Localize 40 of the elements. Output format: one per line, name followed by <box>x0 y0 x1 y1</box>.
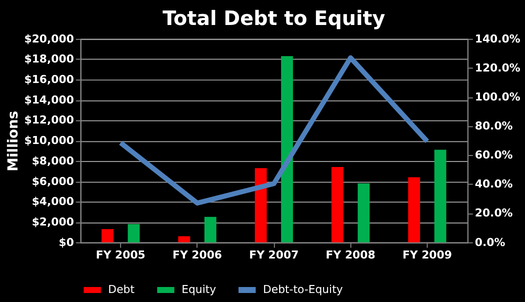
x-tick-label: FY 2006 <box>172 248 222 262</box>
y-tick-label: $10,000 <box>24 134 74 148</box>
bar <box>408 177 420 242</box>
line-series <box>118 55 430 206</box>
y-tick-label: $0 <box>58 236 74 249</box>
y2-tick-label: 120.0% <box>474 61 520 74</box>
y-tick-label: $4,000 <box>32 195 74 208</box>
y-tick-label: $2,000 <box>32 215 74 228</box>
bar <box>204 216 216 242</box>
y-tick-label: $8,000 <box>32 154 74 168</box>
chart-title: Total Debt to Equity <box>162 6 386 30</box>
y-tick-label: $12,000 <box>24 114 74 127</box>
y2-tick-label: 0.0% <box>474 236 506 249</box>
y-tick-label: $14,000 <box>24 93 74 106</box>
y2-tick-label: 60.0% <box>474 148 513 162</box>
bar <box>254 168 267 242</box>
bar <box>178 236 190 242</box>
y2-tick-label: 100.0% <box>474 90 520 104</box>
x-tick-label: FY 2007 <box>249 248 299 262</box>
y2-tick-label: 80.0% <box>474 120 513 133</box>
y-tick-label: $16,000 <box>24 73 74 86</box>
bar <box>281 56 293 242</box>
x-tick-label: FY 2009 <box>402 248 452 262</box>
bar <box>331 167 344 242</box>
bar <box>434 150 446 242</box>
y-axis-title: Millions <box>5 110 22 172</box>
legend-label: Debt-to-Equity <box>262 282 344 296</box>
y2-tick-label: 140.0% <box>474 32 520 46</box>
bar <box>128 224 140 242</box>
y-tick-label: $6,000 <box>32 174 74 188</box>
legend-label: Debt <box>108 282 136 296</box>
y2-tick-label: 40.0% <box>474 178 513 191</box>
bar <box>102 229 114 242</box>
x-tick-label: FY 2008 <box>326 248 376 262</box>
bar <box>358 183 370 242</box>
y-tick-label: $20,000 <box>24 32 74 46</box>
y2-tick-label: 20.0% <box>474 206 513 220</box>
x-tick-label: FY 2005 <box>96 248 146 262</box>
legend-label: Equity <box>182 282 217 296</box>
y-tick-label: $18,000 <box>24 52 74 66</box>
